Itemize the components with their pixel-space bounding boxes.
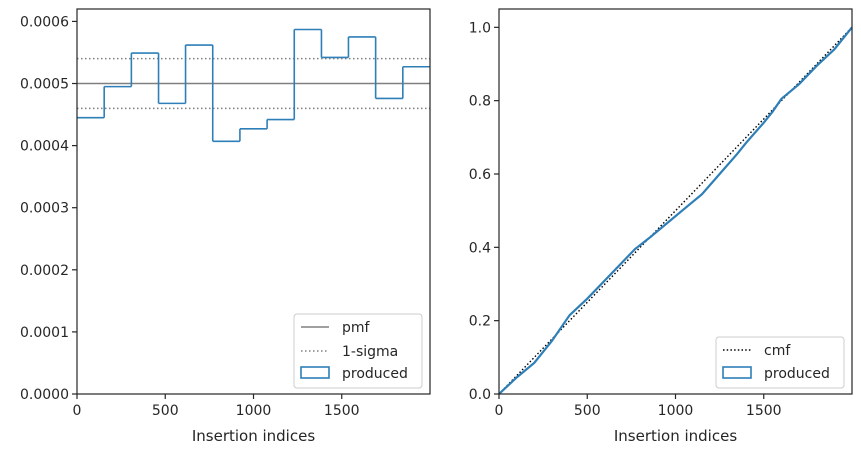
x-tick-label-0: 0 [73,403,82,419]
y-tick-label-4: 0.8 [469,94,491,110]
legend-label-pmf: pmf [342,320,371,336]
y-tick-label-2: 0.4 [469,240,491,256]
y-tick-label-6: 0.0006 [20,14,69,30]
legend-label-produced: produced [342,366,408,382]
x-tick-label-2: 1000 [236,403,272,419]
y-tick-label-0: 0.0000 [20,387,69,403]
histogram-panel: 0 500 1000 1500 0.0000 0.0001 0.0002 0.0003 0.00… [20,8,431,445]
y-tick-label-0: 0.0 [469,387,491,403]
y-tick-label-3: 0.0003 [20,201,69,217]
x-tick-label-3: 1500 [324,403,360,419]
legend-label-produced: produced [764,366,830,382]
y-tick-label-1: 0.0001 [20,325,69,341]
produced-line [498,26,853,395]
x-tick-label-2: 1000 [658,403,694,419]
legend-box [715,336,845,389]
y-tick-label-2: 0.0002 [20,263,69,279]
legend-swatch-produced [722,366,752,379]
y-tick-label-5: 1.0 [469,20,491,36]
y-tick-label-3: 0.6 [469,167,491,183]
x-tick-label-1: 500 [152,403,179,419]
x-tick-label-0: 0 [495,403,504,419]
legend-label-cmf: cmf [764,343,791,359]
cumulative-panel: 0 500 1000 1500 0.0 0.2 0.4 0.6 0.8 1.0 Insertion … [469,8,853,445]
x-axis-label: Insertion indices [192,427,315,445]
y-tick-label-1: 0.2 [469,314,491,330]
x-tick-label-1: 500 [574,403,601,419]
x-tick-label-3: 1500 [746,403,782,419]
legend-swatch-produced [300,366,330,379]
x-axis-label: Insertion indices [614,427,737,445]
legend-label-sigma: 1-sigma [342,344,398,360]
legend-box [293,313,423,389]
y-tick-label-4: 0.0004 [20,139,69,155]
y-tick-label-5: 0.0005 [20,77,69,93]
